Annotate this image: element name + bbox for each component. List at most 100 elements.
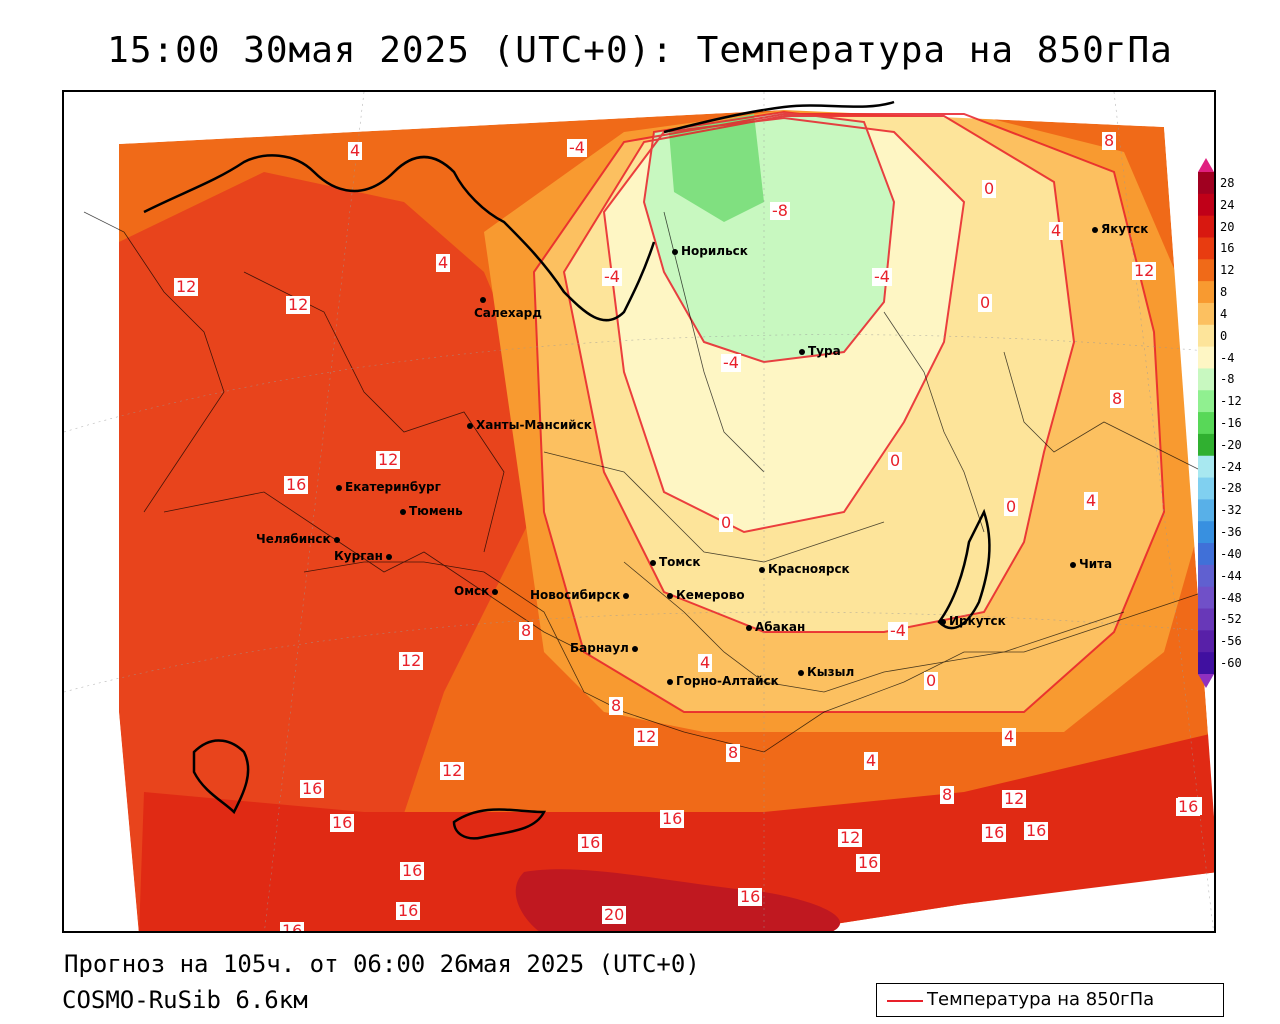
contour-label: 16	[660, 809, 685, 828]
map-area: Якутск Норильск Салехард Тура Ханты-Манс…	[62, 90, 1216, 933]
contour-label: 16	[330, 813, 355, 832]
colorbar-tick-label: -60	[1220, 656, 1242, 671]
contour-label: 8	[726, 743, 741, 762]
city-label: Норильск	[672, 244, 748, 258]
coastline	[663, 100, 895, 134]
contour-label: 12	[838, 828, 863, 847]
legend-label: Температура на 850гПа	[927, 989, 1155, 1010]
contour-label: -8	[770, 201, 790, 220]
hottest-south-patch	[515, 869, 840, 931]
contour-label: 4	[348, 141, 363, 160]
city-label	[480, 292, 489, 306]
contour-label: 0	[719, 513, 734, 532]
colorbar-segment	[1198, 259, 1214, 282]
contour-line	[602, 116, 966, 534]
contour-label: 0	[1004, 497, 1019, 516]
contour-label: 16	[1176, 797, 1201, 816]
city-label: Челябинск	[256, 532, 343, 546]
city-label: Салехард	[474, 306, 542, 320]
city-label: Томск	[650, 555, 701, 569]
region-border	[883, 311, 985, 533]
contour-label: 16	[300, 779, 325, 798]
contour-label: 8	[1102, 131, 1117, 150]
city-label: Екатеринбург	[336, 480, 441, 494]
contour-label: 4	[864, 751, 879, 770]
colorbar-segment	[1198, 521, 1214, 544]
city-label: Ханты-Мансийск	[467, 418, 592, 432]
contour-label: 16	[400, 861, 425, 880]
colorbar-segment	[1198, 499, 1214, 522]
city-label: Горно-Алтайск	[667, 674, 779, 688]
contour-label: 12	[634, 727, 659, 746]
contour-label: -4	[567, 138, 587, 157]
colorbar-tick-label: -32	[1220, 503, 1242, 518]
contour-line	[532, 113, 1166, 713]
colorbar-tick-label: -56	[1220, 634, 1242, 649]
colorbar-tick-label: -4	[1220, 350, 1235, 365]
contour-label: -4	[602, 267, 622, 286]
contour-label: 12	[399, 651, 424, 670]
contour-label: 0	[982, 179, 997, 198]
colorbar-segment	[1198, 630, 1214, 653]
city-label: Абакан	[746, 620, 805, 634]
legend-line	[887, 1000, 923, 1002]
region-border	[83, 211, 225, 513]
colorbar-tick-label: -40	[1220, 546, 1242, 561]
city-label: Кемерово	[667, 588, 745, 602]
contour-label: 4	[1084, 491, 1099, 510]
colorbar-segment	[1198, 346, 1214, 369]
contour-label: 16	[284, 475, 309, 494]
contour-label: 16	[280, 922, 305, 931]
colorbar-tick-label: 24	[1220, 197, 1235, 212]
colorbar-tick-label: -44	[1220, 568, 1242, 583]
region-border	[1003, 351, 1205, 473]
colorbar-segment	[1198, 215, 1214, 238]
region-border	[663, 211, 765, 473]
contour-label: -4	[872, 267, 892, 286]
colorbar-segment	[1198, 324, 1214, 348]
contour-label: 0	[978, 293, 993, 312]
colorbar-segment	[1198, 172, 1214, 195]
graticule	[64, 334, 1214, 433]
colorbar-segment	[1198, 302, 1214, 326]
colorbar-tick-label: 16	[1220, 241, 1235, 256]
contour-label: 12	[1132, 261, 1157, 280]
colorbar-tick-label: 12	[1220, 263, 1235, 278]
contour-label: 16	[578, 833, 603, 852]
caspian-coast	[192, 739, 250, 815]
contour-label: 0	[924, 671, 939, 690]
city-label: Курган	[334, 549, 395, 563]
city-label: Чита	[1070, 557, 1112, 571]
colorbar-segment	[1198, 455, 1214, 479]
colorbar-segment	[1198, 652, 1214, 675]
city-label: Омск	[454, 584, 501, 598]
contour-label: 8	[609, 696, 624, 715]
colorbar-tick-label: 0	[1220, 328, 1228, 343]
region-border	[543, 451, 885, 563]
region-border	[623, 561, 1125, 693]
baikal-coast	[937, 508, 991, 630]
colorbar-segment	[1198, 368, 1214, 391]
forecast-info: Прогноз на 105ч. от 06:00 26мая 2025 (UT…	[64, 950, 700, 978]
model-info: COSMO-RuSib 6.6км	[62, 986, 308, 1014]
city-label: Тюмень	[400, 504, 463, 518]
colorbar-segment	[1198, 564, 1214, 588]
city-label: Якутск	[1092, 222, 1148, 236]
contour-label: 8	[940, 785, 955, 804]
contour-label: 16	[982, 823, 1007, 842]
colorbar-tick-label: -52	[1220, 612, 1242, 627]
contour-label: 0	[888, 451, 903, 470]
contour-label: 12	[286, 295, 311, 314]
contour-label: 12	[440, 761, 465, 780]
colorbar-segment	[1198, 390, 1214, 413]
colorbar-bottom-arrow	[1198, 674, 1214, 688]
city-label: Кызыл	[798, 665, 854, 679]
contour-label: -4	[888, 621, 908, 640]
contour-label: 8	[1110, 389, 1125, 408]
contour-label: 16	[856, 853, 881, 872]
city-label: Красноярск	[759, 562, 850, 576]
colorbar-tick-label: -28	[1220, 481, 1242, 496]
outside-domain-left	[64, 144, 139, 931]
contour-label: 8	[519, 621, 534, 640]
colorbar-tick-label: 8	[1220, 285, 1228, 300]
